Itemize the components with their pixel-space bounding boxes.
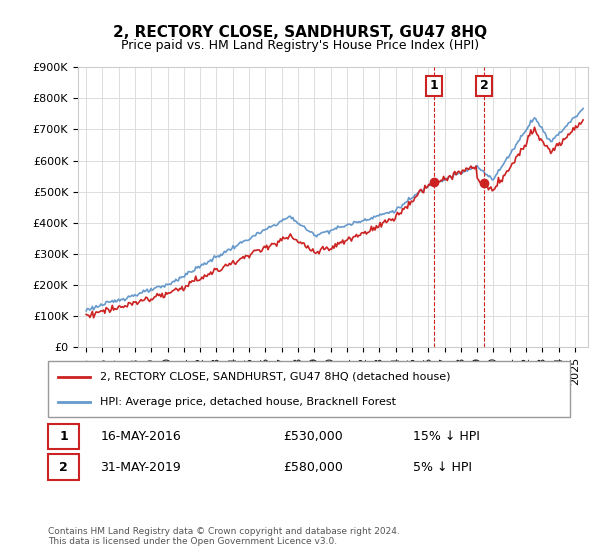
Text: HPI: Average price, detached house, Bracknell Forest: HPI: Average price, detached house, Brac… <box>100 396 396 407</box>
Text: 2, RECTORY CLOSE, SANDHURST, GU47 8HQ (detached house): 2, RECTORY CLOSE, SANDHURST, GU47 8HQ (d… <box>100 372 451 382</box>
Text: Contains HM Land Registry data © Crown copyright and database right 2024.
This d: Contains HM Land Registry data © Crown c… <box>48 526 400 546</box>
FancyBboxPatch shape <box>48 361 570 417</box>
Text: £530,000: £530,000 <box>283 430 343 443</box>
Text: 2: 2 <box>59 461 68 474</box>
FancyBboxPatch shape <box>48 424 79 449</box>
Text: 15% ↓ HPI: 15% ↓ HPI <box>413 430 480 443</box>
Text: £580,000: £580,000 <box>283 461 343 474</box>
Text: 31-MAY-2019: 31-MAY-2019 <box>100 461 181 474</box>
Text: 5% ↓ HPI: 5% ↓ HPI <box>413 461 472 474</box>
FancyBboxPatch shape <box>48 455 79 480</box>
Text: 2, RECTORY CLOSE, SANDHURST, GU47 8HQ: 2, RECTORY CLOSE, SANDHURST, GU47 8HQ <box>113 25 487 40</box>
Text: Price paid vs. HM Land Registry's House Price Index (HPI): Price paid vs. HM Land Registry's House … <box>121 39 479 52</box>
Text: 2: 2 <box>479 80 488 92</box>
Text: 1: 1 <box>430 80 439 92</box>
Text: 1: 1 <box>59 430 68 443</box>
Text: 16-MAY-2016: 16-MAY-2016 <box>100 430 181 443</box>
